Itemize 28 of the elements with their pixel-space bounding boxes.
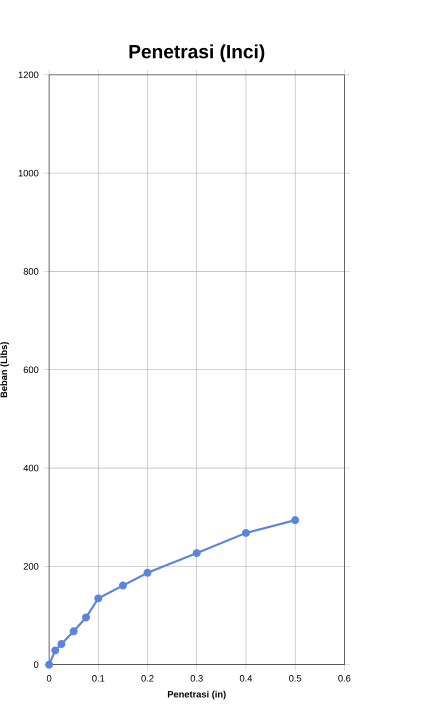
x-tick-label: 0.3 [190,675,203,682]
x-tick-label: 0.1 [92,675,104,682]
point [242,528,250,537]
chart-title: Penetrasi (Inci) [130,44,264,62]
point [144,568,152,577]
y-tick-label: 0 [34,661,38,668]
point [51,646,60,654]
y-tick-label: 1200 [18,72,38,78]
x-tick-label: 0 [46,675,52,682]
x-tick-label: 0.6 [338,675,350,682]
point [70,627,78,636]
y-axis-title: Beban (Llbs) [0,342,10,398]
point [82,614,90,622]
point [118,582,127,590]
point [94,594,102,602]
y-tick-label: 600 [24,366,38,374]
x-axis-title: Penetrasi (in) [168,690,226,700]
point [192,549,201,558]
x-tick-label: 0.2 [141,675,154,682]
point [291,516,300,524]
y-tick-label: 800 [24,268,38,275]
y-tick-label: 200 [24,563,38,570]
x-tick-label: 0.5 [289,675,302,682]
point [57,640,66,648]
x-tick-label: 0.4 [240,675,252,682]
point [45,660,54,669]
y-tick-label: 1000 [18,170,38,176]
y-tick-label: 400 [24,464,38,472]
